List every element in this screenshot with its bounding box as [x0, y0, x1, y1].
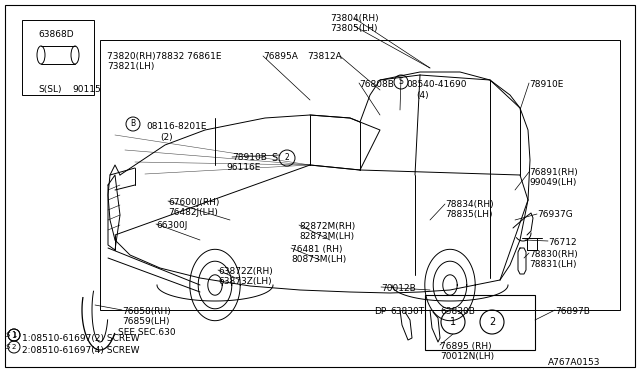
- Text: 70012N(LH): 70012N(LH): [440, 352, 494, 361]
- Text: 2: 2: [285, 154, 289, 163]
- Text: B: B: [131, 119, 136, 128]
- Text: 82872M(RH): 82872M(RH): [299, 222, 355, 231]
- Text: (4): (4): [416, 91, 429, 100]
- Text: 76859(LH): 76859(LH): [122, 317, 170, 326]
- Text: 80873M(LH): 80873M(LH): [291, 255, 346, 264]
- Bar: [22, 20, 94, 95]
- Text: 73812A: 73812A: [307, 52, 342, 61]
- Text: (2): (2): [160, 133, 173, 142]
- Text: 96116E: 96116E: [226, 163, 260, 172]
- Text: 78910E: 78910E: [529, 80, 563, 89]
- Text: 2:08510-61697(4) SCREW: 2:08510-61697(4) SCREW: [22, 346, 140, 355]
- Text: 76858(RH): 76858(RH): [122, 307, 171, 316]
- Text: 1: 1: [12, 330, 17, 340]
- Text: S: S: [6, 344, 10, 350]
- Text: 76481 (RH): 76481 (RH): [291, 245, 342, 254]
- Text: 63868D: 63868D: [38, 30, 74, 39]
- Text: 78834(RH): 78834(RH): [445, 200, 493, 209]
- Text: 63830B: 63830B: [440, 307, 475, 316]
- Text: 73805(LH): 73805(LH): [330, 24, 378, 33]
- Text: 78910B: 78910B: [232, 153, 267, 162]
- Text: A767A0153: A767A0153: [548, 358, 600, 367]
- Text: 76891(RH): 76891(RH): [529, 168, 578, 177]
- Text: 63830T: 63830T: [390, 307, 424, 316]
- Text: 76895A: 76895A: [263, 52, 298, 61]
- Text: 73804(RH): 73804(RH): [330, 14, 379, 23]
- Text: 70012B: 70012B: [381, 284, 416, 293]
- Text: 76712: 76712: [548, 238, 577, 247]
- Text: 1: 1: [12, 332, 16, 338]
- Text: 78831(LH): 78831(LH): [529, 260, 577, 269]
- Text: 67600J(RH): 67600J(RH): [168, 198, 220, 207]
- Text: 73821(LH): 73821(LH): [107, 62, 154, 71]
- Text: 76895 (RH): 76895 (RH): [440, 342, 492, 351]
- Text: 90115: 90115: [72, 85, 100, 94]
- Text: 1: 1: [450, 317, 456, 327]
- Text: S: S: [399, 77, 403, 87]
- Text: S: S: [6, 332, 10, 338]
- Text: 73820(RH)78832 76861E: 73820(RH)78832 76861E: [107, 52, 221, 61]
- Text: DP: DP: [374, 307, 387, 316]
- Text: S(SL): S(SL): [38, 85, 61, 94]
- Text: 63872Z(RH): 63872Z(RH): [218, 267, 273, 276]
- Text: 63873Z(LH): 63873Z(LH): [218, 277, 271, 286]
- Text: 66300J: 66300J: [156, 221, 188, 230]
- Text: 76897B: 76897B: [555, 307, 590, 316]
- Text: S: S: [272, 153, 278, 163]
- Text: 82873M(LH): 82873M(LH): [299, 232, 354, 241]
- Text: 99049(LH): 99049(LH): [529, 178, 577, 187]
- Text: 2: 2: [12, 344, 16, 350]
- Text: 78835(LH): 78835(LH): [445, 210, 493, 219]
- Bar: [100, 40, 620, 310]
- Text: SEE SEC.630: SEE SEC.630: [118, 328, 175, 337]
- Text: 78830(RH): 78830(RH): [529, 250, 578, 259]
- Text: 08540-41690: 08540-41690: [406, 80, 467, 89]
- Text: 2: 2: [489, 317, 495, 327]
- Text: 76482J(LH): 76482J(LH): [168, 208, 218, 217]
- Text: 76937G: 76937G: [537, 210, 573, 219]
- Text: 76808B: 76808B: [359, 80, 394, 89]
- Text: 1:08510-61697(2) SCREW: 1:08510-61697(2) SCREW: [22, 334, 140, 343]
- Bar: [425, 295, 535, 350]
- Text: 08116-8201E: 08116-8201E: [146, 122, 207, 131]
